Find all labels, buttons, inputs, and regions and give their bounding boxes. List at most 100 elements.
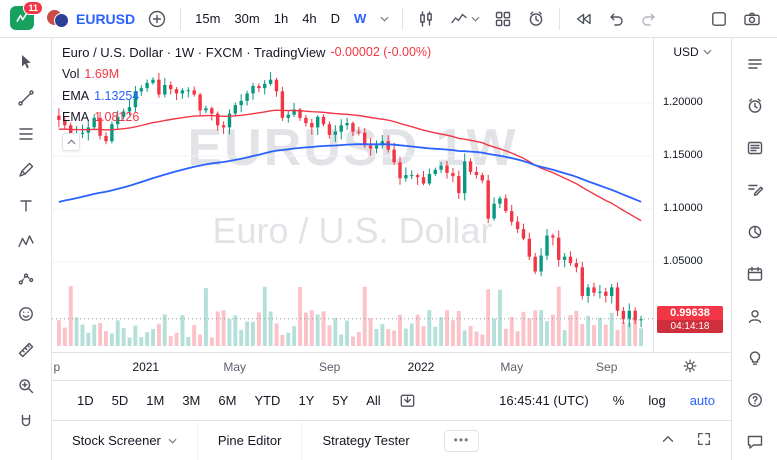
lightbulb-icon xyxy=(749,350,760,365)
ema1-label[interactable]: EMA xyxy=(62,88,90,103)
trend-line-tool-button[interactable] xyxy=(8,83,44,112)
last-price-badge[interactable]: 0.99638 04:14:18 xyxy=(657,305,723,333)
range-1m[interactable]: 1M xyxy=(146,393,165,408)
emoji-tool-button[interactable] xyxy=(8,299,44,328)
session-clock[interactable]: 16:45:41 (UTC) xyxy=(499,393,589,408)
time-label-2021: 2021 xyxy=(132,360,160,374)
bottom-panel: Stock Screener Pine Editor Strategy Tester… xyxy=(52,420,731,460)
interval-15m[interactable]: 15m xyxy=(195,11,221,26)
hotlists-button[interactable] xyxy=(737,217,773,246)
range-1d[interactable]: 1D xyxy=(77,393,94,408)
measure-tool-button[interactable] xyxy=(8,335,44,364)
help-button[interactable] xyxy=(737,385,773,414)
indicators-button[interactable] xyxy=(444,6,485,32)
tab-stock-screener[interactable]: Stock Screener xyxy=(52,421,197,460)
chat-button[interactable] xyxy=(737,427,773,456)
price-chart[interactable] xyxy=(52,38,653,352)
interval-4h[interactable]: 4h xyxy=(302,11,317,26)
create-alert-button[interactable] xyxy=(521,6,551,32)
cursor-tool-button[interactable] xyxy=(8,47,44,76)
chart-settings-button[interactable] xyxy=(681,357,699,378)
tab-label: Pine Editor xyxy=(217,433,282,448)
range-5y[interactable]: 5Y xyxy=(332,393,349,408)
price-label-1.15000: 1.15000 xyxy=(663,149,703,161)
bar-replay-button[interactable] xyxy=(568,6,598,32)
replay-rewind-icon xyxy=(577,13,592,24)
layout-templates-button[interactable] xyxy=(488,6,518,32)
range-ytd[interactable]: YTD xyxy=(254,393,281,408)
ema1-value: 1.13254 xyxy=(94,88,140,103)
legend-title[interactable]: Euro / U.S. Dollar · 1W · FXCM · Trading… xyxy=(62,45,326,60)
layout-square-icon xyxy=(712,11,726,26)
chevron-down-icon xyxy=(703,49,712,55)
chart-style-button[interactable] xyxy=(411,6,441,32)
volume-label[interactable]: Vol xyxy=(62,67,80,81)
time-axis[interactable]: p 2021 May Sep 2022 May Sep xyxy=(52,352,731,380)
broker-logo[interactable]: 11 xyxy=(10,0,43,32)
interval-1h[interactable]: 1h xyxy=(273,11,289,26)
magnet-icon xyxy=(21,414,30,426)
xabcd-pattern-icon xyxy=(17,234,34,247)
brush-icon xyxy=(18,162,33,177)
currency-selector[interactable]: USD xyxy=(654,45,731,59)
text-tool-button[interactable] xyxy=(8,191,44,220)
redo-button[interactable] xyxy=(634,6,664,32)
ema2-label[interactable]: EMA xyxy=(62,110,90,124)
symbol-search-button[interactable]: EURUSD xyxy=(76,10,136,27)
ideas-button[interactable] xyxy=(737,301,773,330)
inspiration-button[interactable] xyxy=(737,343,773,372)
candlestick-icon xyxy=(420,10,433,27)
magnet-tool-button[interactable] xyxy=(8,407,44,436)
compare-add-button[interactable] xyxy=(142,6,172,32)
pattern-tool-button[interactable] xyxy=(8,227,44,256)
interval-dropdown-button[interactable] xyxy=(375,13,394,25)
legend-collapse-button[interactable] xyxy=(62,132,80,151)
price-label-1.20000: 1.20000 xyxy=(663,96,703,108)
person-icon xyxy=(748,309,761,323)
range-3m[interactable]: 3M xyxy=(182,393,201,408)
interval-D[interactable]: D xyxy=(330,11,341,26)
snapshot-button[interactable] xyxy=(737,6,767,32)
range-6m[interactable]: 6M xyxy=(218,393,237,408)
toolbar-separator xyxy=(559,7,561,30)
tab-strategy-tester[interactable]: Strategy Tester xyxy=(301,421,429,460)
bottom-panel-controls xyxy=(659,430,727,451)
save-layout-button[interactable] xyxy=(704,6,734,32)
notes-pencil-icon xyxy=(747,184,763,196)
calendar-button[interactable] xyxy=(737,259,773,288)
bottom-toolbar: 1D 5D 1M 3M 6M YTD 1Y 5Y All 16:45:41 (UTC) % lo… xyxy=(52,380,731,420)
zoom-tool-button[interactable] xyxy=(8,371,44,400)
log-scale-button[interactable]: log xyxy=(648,393,666,408)
more-panels-button[interactable]: ••• xyxy=(443,429,480,452)
price-axis[interactable]: USD 0.99638 04:14:18 1.20000 1.15000 1.100… xyxy=(653,38,731,352)
goto-date-button[interactable] xyxy=(398,391,417,410)
percent-scale-button[interactable]: % xyxy=(612,393,625,408)
auto-scale-button[interactable]: auto xyxy=(689,393,715,408)
watchlist-button[interactable] xyxy=(737,49,773,78)
ema2-value: 1.08126 xyxy=(94,110,140,124)
notes-button[interactable] xyxy=(737,175,773,204)
news-icon xyxy=(747,141,762,154)
range-all[interactable]: All xyxy=(366,393,381,408)
fib-tool-button[interactable] xyxy=(8,119,44,148)
undo-button[interactable] xyxy=(601,6,631,32)
goto-date-icon xyxy=(400,394,415,407)
panel-fullscreen-button[interactable] xyxy=(695,430,713,451)
interval-W[interactable]: W xyxy=(354,11,367,26)
volume-value: 1.69M xyxy=(84,67,120,81)
range-1y[interactable]: 1Y xyxy=(298,393,315,408)
top-toolbar: 11 EURUSD 15m 30m 1h 4h D W xyxy=(0,0,777,38)
drawing-toolbar xyxy=(0,38,52,460)
chevron-down-icon xyxy=(380,16,389,22)
range-5d[interactable]: 5D xyxy=(111,393,129,408)
chart-canvas[interactable]: EURUSD 1W Euro / U.S. Dollar Euro / U.S.… xyxy=(52,38,653,352)
panel-collapse-button[interactable] xyxy=(659,430,677,451)
alerts-button[interactable] xyxy=(737,91,773,120)
alert-clock-icon xyxy=(530,11,543,26)
forecast-tool-button[interactable] xyxy=(8,263,44,292)
tab-pine-editor[interactable]: Pine Editor xyxy=(196,421,302,460)
interval-30m[interactable]: 30m xyxy=(234,11,260,26)
brush-tool-button[interactable] xyxy=(8,155,44,184)
news-button[interactable] xyxy=(737,133,773,162)
